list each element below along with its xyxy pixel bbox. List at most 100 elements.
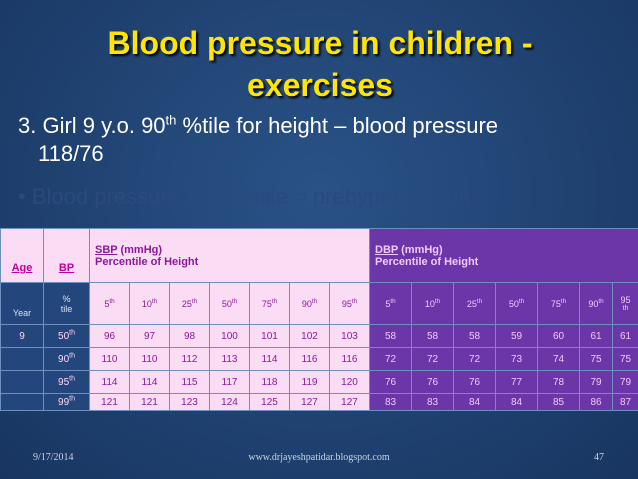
bp-header: BP <box>43 228 90 283</box>
sbp-value-cell: 123 <box>169 393 210 411</box>
sbp-value-cell: 102 <box>289 324 330 348</box>
dbp-percentile: 50th <box>495 282 539 325</box>
dbp-subheader: Percentile of Height <box>375 255 479 268</box>
bullet-mark: • <box>18 184 26 209</box>
age-cell <box>0 393 44 411</box>
dbp-value-cell: 73 <box>495 347 539 371</box>
slide-title: Blood pressure in children - exercises <box>60 22 580 106</box>
dbp-percentile: 75th <box>537 282 581 325</box>
age-header: Age <box>0 228 44 283</box>
sbp-value-cell: 127 <box>289 393 330 411</box>
point-suffix: %tile for height – blood pressure <box>176 113 499 138</box>
dbp-value-cell: 85 <box>537 393 581 411</box>
sbp-percentile: 25th <box>169 282 210 325</box>
footer-date: 9/17/2014 <box>33 452 74 463</box>
table-header-row: Age BP SBP (mmHg) Percentile of Height D… <box>0 228 638 283</box>
year-label: Year <box>0 282 44 325</box>
dbp-value-cell: 79 <box>612 370 638 394</box>
dbp-header: DBP (mmHg) Percentile of Height <box>369 228 638 283</box>
bp-percentile-cell: 95th <box>43 370 90 394</box>
sbp-percentile: 75th <box>249 282 290 325</box>
dbp-value-cell: 78 <box>537 370 581 394</box>
footer-url: www.drjayeshpatidar.blogspot.com <box>248 452 390 463</box>
dbp-percentile: 10th <box>411 282 455 325</box>
sbp-value-cell: 96 <box>89 324 130 348</box>
table-body: 9 50th 96 97 98 100 101 102 103 58 58 58 59 60 61 61 90t… <box>0 324 638 411</box>
sbp-value-cell: 114 <box>89 370 130 394</box>
dbp-value-cell: 83 <box>369 393 413 411</box>
exercise-point: 3. Girl 9 y.o. 90th %tile for height – b… <box>18 112 618 168</box>
dbp-value-cell: 59 <box>495 324 539 348</box>
sbp-percentile: 5th <box>89 282 130 325</box>
dbp-value-cell: 72 <box>369 347 413 371</box>
sbp-value-cell: 127 <box>328 393 371 411</box>
table-row: 9 50th 96 97 98 100 101 102 103 58 58 58 59 60 61 61 <box>0 324 638 348</box>
sbp-value-cell: 119 <box>289 370 330 394</box>
age-cell <box>0 347 44 371</box>
footer-page-number: 47 <box>594 452 604 463</box>
dbp-value-cell: 60 <box>537 324 581 348</box>
bp-percentile-cell: 99th <box>43 393 90 411</box>
tile-label-line-2: tile <box>60 303 73 314</box>
dbp-percentile: 5th <box>369 282 413 325</box>
dbp-value-cell: 86 <box>579 393 614 411</box>
sbp-value-cell: 97 <box>129 324 170 348</box>
title-line-2: exercises <box>247 67 393 103</box>
sbp-value-cell: 116 <box>289 347 330 371</box>
sbp-value-cell: 110 <box>129 347 170 371</box>
age-cell: 9 <box>0 324 44 348</box>
sbp-percentile: 50th <box>209 282 250 325</box>
point-sup: th <box>165 112 177 128</box>
dbp-value-cell: 75 <box>612 347 638 371</box>
sbp-value-cell: 117 <box>209 370 250 394</box>
dbp-value-cell: 58 <box>411 324 455 348</box>
sbp-value-cell: 103 <box>328 324 371 348</box>
sbp-value-cell: 113 <box>209 347 250 371</box>
dbp-value-cell: 74 <box>537 347 581 371</box>
bullet-sup: th <box>223 183 235 199</box>
dbp-value-cell: 58 <box>453 324 497 348</box>
dbp-value-cell: 76 <box>369 370 413 394</box>
sbp-value-cell: 118 <box>249 370 290 394</box>
table-row: 99th 121 121 123 124 125 127 127 83 83 84 84 85 86 87 <box>0 393 638 411</box>
dbp-value-cell: 72 <box>411 347 455 371</box>
sbp-value-cell: 98 <box>169 324 210 348</box>
bullet-prefix: Blood pressure >90 <box>31 184 224 209</box>
sbp-value-cell: 116 <box>328 347 371 371</box>
percentile-header-row: Year % tile 5th 10th 25th 50th 75th 90th… <box>0 282 638 325</box>
tile-label-line-1: % <box>62 293 71 304</box>
sbp-value-cell: 114 <box>129 370 170 394</box>
dbp-value-cell: 84 <box>495 393 539 411</box>
table-row: 95th 114 114 115 117 118 119 120 76 76 76 77 78 79 79 <box>0 370 638 394</box>
bp-table: Age BP SBP (mmHg) Percentile of Height D… <box>0 228 638 411</box>
sbp-value-cell: 125 <box>249 393 290 411</box>
sbp-percentile: 10th <box>129 282 170 325</box>
sbp-value-cell: 110 <box>89 347 130 371</box>
dbp-value-cell: 84 <box>453 393 497 411</box>
sbp-value-cell: 101 <box>249 324 290 348</box>
dbp-label: DBP <box>375 243 399 256</box>
sbp-value-cell: 124 <box>209 393 250 411</box>
dbp-value-cell: 58 <box>369 324 413 348</box>
sbp-value-cell: 115 <box>169 370 210 394</box>
age-cell <box>0 370 44 394</box>
dbp-unit: (mmHg) <box>398 243 443 256</box>
sbp-value-cell: 121 <box>89 393 130 411</box>
sbp-value-cell: 120 <box>328 370 371 394</box>
dbp-value-cell: 87 <box>612 393 638 411</box>
sbp-subheader: Percentile of Height <box>95 255 199 268</box>
dbp-value-cell: 77 <box>495 370 539 394</box>
dbp-value-cell: 76 <box>411 370 455 394</box>
dbp-value-cell: 61 <box>579 324 614 348</box>
dbp-value-cell: 75 <box>579 347 614 371</box>
sbp-value-cell: 100 <box>209 324 250 348</box>
dbp-value-cell: 83 <box>411 393 455 411</box>
sbp-percentile: 95th <box>328 282 371 325</box>
bullet-suffix: %tile = prehypertension <box>234 184 471 209</box>
hidden-bullet: • Blood pressure >90th %tile = prehypert… <box>18 183 618 211</box>
dbp-value-cell: 76 <box>453 370 497 394</box>
bp-percentile-cell: 50th <box>43 324 90 348</box>
tile-label: % tile <box>43 282 90 325</box>
point-line-2: 118/76 <box>38 141 104 166</box>
